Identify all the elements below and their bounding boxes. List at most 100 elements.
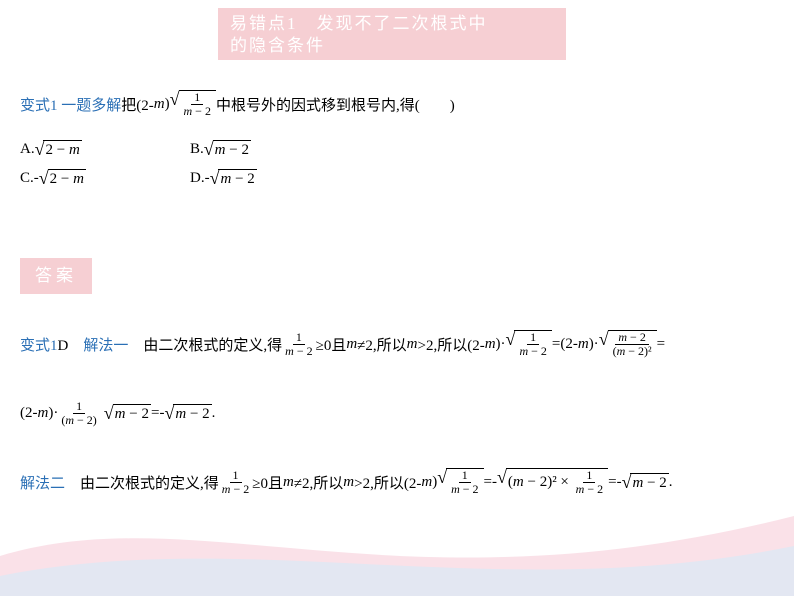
sol1b-frac: 1 (m − 2) bbox=[58, 400, 99, 427]
sol2-t4: >2,所以(2- bbox=[354, 472, 421, 493]
sol2-method: 解法二 bbox=[20, 472, 65, 493]
opt-a-body: 2 − bbox=[45, 142, 68, 158]
opt-b-label: B. bbox=[190, 141, 204, 158]
sol2-sqrt2: √ (m − 2)² × 1 m − 2 bbox=[497, 468, 608, 496]
sol2-f2-den-m: m bbox=[451, 482, 460, 496]
opt-d-sqrt: √ m − 2 bbox=[210, 169, 257, 188]
sol2-f2: 1 m − 2 bbox=[448, 469, 481, 496]
sol1-t3: ≠2,所以 bbox=[357, 334, 406, 355]
sol1b-sq-rest: − 2 bbox=[126, 406, 149, 422]
sol1-prefix: 变式1 bbox=[20, 334, 58, 355]
sol2-sq1-m: m bbox=[513, 474, 524, 490]
q-frac: 1 m − 2 bbox=[181, 91, 214, 118]
sol1-sqrt1: √ 1 m − 2 bbox=[506, 330, 552, 358]
opt-b-body: − 2 bbox=[226, 142, 249, 158]
sol1-method: 解法一 bbox=[83, 334, 128, 355]
sol1b-sqrt2: √ m − 2 bbox=[164, 404, 211, 423]
sol1-t8: = bbox=[657, 336, 665, 353]
sol1-t6: =(2- bbox=[552, 336, 578, 353]
sol2-t1: 由二次根式的定义,得 bbox=[65, 472, 219, 493]
opt-d-label: D.- bbox=[190, 170, 210, 187]
sol2-f3: 1 m − 2 bbox=[573, 469, 606, 496]
opt-a-m: m bbox=[69, 142, 80, 158]
sol1-t1: 由二次根式的定义,得 bbox=[128, 334, 282, 355]
solution1-line1: 变式1 D 解法一 由二次根式的定义,得 1 m − 2 ≥0且 m ≠2,所以… bbox=[20, 330, 780, 358]
sol1-f2-den-rest: − 2 bbox=[528, 344, 547, 358]
sol2-t6: =- bbox=[484, 474, 497, 491]
sol2-t2: ≥0且 bbox=[252, 472, 283, 493]
sol1-m4: m bbox=[578, 336, 589, 353]
q-sqrt: √ 1 m − 2 bbox=[170, 90, 216, 118]
sol1-t7: )· bbox=[589, 336, 599, 353]
sol1-f3-den-rest: − 2)² bbox=[625, 344, 651, 358]
header-line2: 的隐含条件 bbox=[230, 35, 554, 57]
q-frac-den-rest: − 2 bbox=[192, 104, 211, 118]
sol2-sq1-rest: − 2)² × bbox=[524, 474, 573, 490]
sol2-t8: . bbox=[669, 474, 673, 491]
sol1-f2-num: 1 bbox=[527, 331, 539, 345]
sol1-ans: D bbox=[58, 334, 84, 355]
q-m: m bbox=[154, 96, 165, 113]
sol1-f1-den-m: m bbox=[285, 344, 294, 358]
sol1-f3: m − 2 (m − 2)² bbox=[610, 331, 655, 358]
opt-b-m: m bbox=[215, 142, 226, 158]
opt-a-sqrt: √ 2 − m bbox=[35, 140, 82, 159]
sol1-m3: m bbox=[485, 336, 496, 353]
answer-box: 答案 bbox=[20, 258, 92, 294]
header-box: 易错点1 发现不了二次根式中 的隐含条件 bbox=[218, 8, 566, 60]
sol1b-t4: . bbox=[212, 405, 216, 422]
opt-c-label: C.- bbox=[20, 170, 39, 187]
sol2-m1: m bbox=[283, 474, 294, 491]
sol1b-sqrt1: √ m − 2 bbox=[104, 404, 151, 423]
sol1-f1: 1 m − 2 bbox=[282, 331, 315, 358]
opt-c-sqrt: √ 2 − m bbox=[39, 169, 86, 188]
sol1b-sq-m: m bbox=[115, 406, 126, 422]
opt-d-body: − 2 bbox=[231, 171, 254, 187]
sol2-f3-den-rest: − 2 bbox=[584, 482, 603, 496]
sol2-sq2-m: m bbox=[632, 475, 643, 491]
opt-a-label: A. bbox=[20, 141, 35, 158]
sol2-t7: =- bbox=[608, 474, 621, 491]
sol1b-f-den-m: m bbox=[65, 413, 74, 427]
q-t3: 中根号外的因式移到根号内,得( ) bbox=[216, 94, 455, 115]
sol2-m2: m bbox=[343, 474, 354, 491]
header-line1: 易错点1 发现不了二次根式中 bbox=[230, 13, 554, 35]
solution2: 解法二 由二次根式的定义,得 1 m − 2 ≥0且 m ≠2,所以 m >2,… bbox=[20, 468, 790, 496]
sol1-f1-den-rest: − 2 bbox=[294, 344, 313, 358]
sol1-m2: m bbox=[407, 336, 418, 353]
sol1b-t3: =- bbox=[151, 405, 164, 422]
sol1b-t1: (2- bbox=[20, 405, 38, 422]
sol1-f2-den-m: m bbox=[519, 344, 528, 358]
sol1-m1: m bbox=[346, 336, 357, 353]
solution1-line2: (2- m )· 1 (m − 2) √ m − 2 =- √ m − 2 . bbox=[20, 400, 215, 427]
question-line: 变式1 一题多解 把(2- m ) √ 1 m − 2 中根号外的因式移到根号内… bbox=[20, 90, 455, 118]
sol1b-f-den-rest: − 2) bbox=[74, 413, 97, 427]
sol2-f1-num: 1 bbox=[230, 469, 242, 483]
sol1b-sq2-m: m bbox=[175, 406, 186, 422]
opt-b-sqrt: √ m − 2 bbox=[204, 140, 251, 159]
sol1-f3-num-rest: − 2 bbox=[627, 330, 646, 344]
sol1-f1-num: 1 bbox=[293, 331, 305, 345]
sol2-f2-num: 1 bbox=[459, 469, 471, 483]
sol2-t3: ≠2,所以 bbox=[294, 472, 343, 493]
q-t1: 把(2- bbox=[121, 94, 154, 115]
sol2-sq2-rest: − 2 bbox=[643, 475, 666, 491]
opt-c-body: 2 − bbox=[50, 171, 73, 187]
sol1b-m1: m bbox=[38, 405, 49, 422]
sol1b-t2: )· bbox=[48, 405, 58, 422]
sol1b-sq2-rest: − 2 bbox=[186, 406, 209, 422]
sol2-f3-num: 1 bbox=[583, 469, 595, 483]
sol1b-f-num: 1 bbox=[73, 400, 85, 414]
sol1-f2: 1 m − 2 bbox=[516, 331, 549, 358]
opt-c-m: m bbox=[73, 171, 84, 187]
sol2-f2-den-rest: − 2 bbox=[460, 482, 479, 496]
q-frac-den-m: m bbox=[184, 104, 193, 118]
sol1-f3-num-m: m bbox=[618, 330, 627, 344]
options: A. √ 2 − m B. √ m − 2 C.- √ 2 − m bbox=[20, 140, 257, 198]
question-prefix: 变式1 一题多解 bbox=[20, 94, 121, 115]
opt-d-m: m bbox=[220, 171, 231, 187]
sol1-sqrt2: √ m − 2 (m − 2)² bbox=[599, 330, 657, 358]
sol2-sqrt3: √ m − 2 bbox=[622, 473, 669, 492]
sol1-t2: ≥0且 bbox=[316, 334, 347, 355]
sol2-m3: m bbox=[421, 474, 432, 491]
